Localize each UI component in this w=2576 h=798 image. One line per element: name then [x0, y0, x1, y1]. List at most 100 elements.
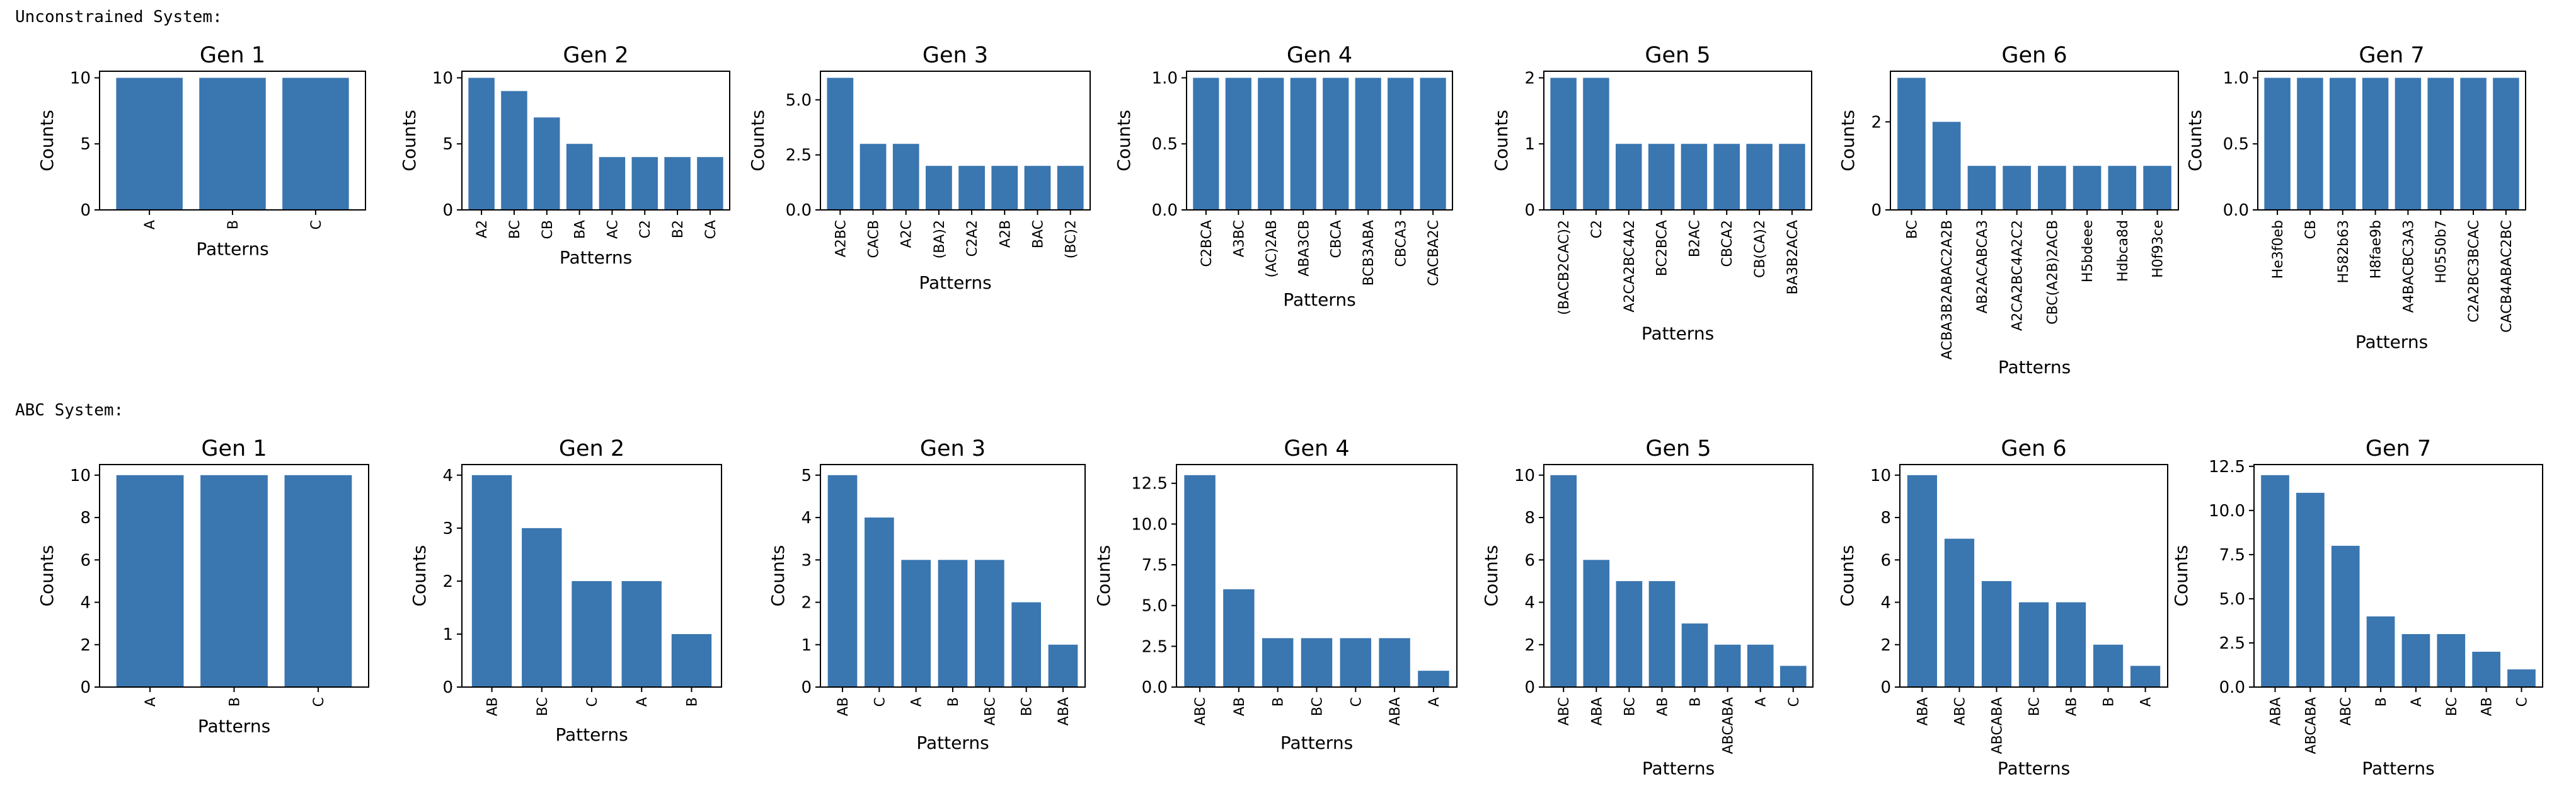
x-tick-label: ABC [1952, 697, 1968, 726]
y-tick-label: 7.5 [2219, 546, 2245, 565]
chart-title: Gen 1 [201, 436, 267, 461]
x-tick-label: BAC [1030, 220, 1046, 248]
chart-title: Gen 2 [559, 436, 624, 461]
x-tick-label: BA3B2ACA [1785, 220, 1801, 294]
bar [2073, 166, 2102, 210]
y-tick-label: 0 [1880, 678, 1891, 697]
bar [2330, 78, 2356, 210]
x-tick-label: (BC)2 [1064, 220, 1079, 258]
x-tick-label: B2 [670, 220, 686, 238]
y-axis-label: Counts [399, 110, 420, 171]
x-tick-label: ABA [1915, 697, 1931, 726]
x-tick-label: CB(CA)2 [1752, 220, 1768, 278]
bar [958, 166, 985, 210]
bar [892, 144, 919, 210]
x-tick-label: A4BACBC3A3 [2401, 220, 2417, 313]
bar [901, 560, 931, 687]
bar [2108, 166, 2137, 210]
x-axis-label: Patterns [916, 732, 989, 753]
x-axis-label: Patterns [919, 272, 991, 293]
x-tick-label: B [1271, 697, 1287, 707]
bar [1193, 78, 1219, 210]
x-axis-label: Patterns [1998, 758, 2070, 778]
x-tick-label: C2 [638, 220, 653, 238]
chart-title: Gen 4 [1287, 43, 1352, 68]
bar [1550, 475, 1577, 687]
chart-title: Gen 1 [200, 43, 265, 68]
x-tick-label: C [2514, 697, 2530, 707]
bar [2093, 644, 2124, 687]
x-tick-label: A [142, 220, 158, 229]
bar [2018, 602, 2049, 687]
y-tick-label: 2 [1524, 69, 1535, 88]
x-tick-label: BC [535, 697, 551, 716]
x-tick-label: CBCA2 [1720, 220, 1735, 267]
y-axis-label: Counts [768, 545, 788, 607]
bar [1907, 475, 1938, 687]
y-tick-label: 1 [1524, 135, 1535, 154]
x-tick-label: AB [1655, 697, 1670, 716]
x-tick-label: ABC [1193, 697, 1209, 726]
x-tick-label: CBC(A2B)2ACB [2045, 220, 2061, 325]
chart-title: Gen 7 [2359, 43, 2424, 68]
x-tick-label: BCB3ABA [1361, 220, 1377, 286]
bar [2460, 78, 2487, 210]
y-tick-label: 2 [801, 594, 812, 613]
bar [2331, 545, 2360, 687]
x-tick-label: C2A2 [965, 220, 980, 257]
y-axis-label: Counts [2185, 110, 2205, 171]
bar [664, 157, 691, 210]
bar [1223, 589, 1255, 687]
plot-frame [1890, 71, 2179, 211]
x-tick-label: AC [605, 220, 621, 239]
x-tick-label: ABA [1388, 697, 1403, 726]
x-axis-label: Patterns [1642, 323, 1714, 344]
x-tick-label: (BACB2CAC)2 [1556, 220, 1572, 315]
x-tick-label: AB [2064, 697, 2080, 716]
bar [631, 157, 658, 210]
y-tick-label: 10 [1514, 466, 1535, 485]
bar [2143, 166, 2171, 210]
x-tick-label: ACBA3B2ABAC2A2B [1940, 220, 1955, 360]
y-tick-label: 3 [801, 551, 812, 570]
y-tick-label: 2 [1524, 636, 1535, 655]
y-tick-label: 0 [80, 678, 91, 697]
bar [1897, 78, 1926, 210]
y-axis-label: Counts [2171, 545, 2192, 607]
y-tick-label: 3 [442, 519, 453, 538]
y-axis-label: Counts [1093, 545, 1114, 607]
bar [991, 166, 1018, 210]
bar [116, 78, 183, 210]
y-tick-label: 5.0 [2219, 590, 2245, 609]
bar [1420, 78, 1446, 210]
bar [2261, 475, 2289, 687]
x-tick-label: ABCABA [1721, 697, 1737, 754]
bar [1967, 166, 1996, 210]
y-tick-label: 4 [80, 594, 91, 613]
x-tick-label: C [585, 697, 601, 707]
y-tick-label: 1.0 [1152, 69, 1178, 88]
bar [1340, 638, 1372, 687]
plot-frame [1186, 71, 1453, 211]
x-tick-label: C2A2BC3BCAC [2466, 220, 2482, 323]
x-tick-label: A [635, 697, 650, 707]
bar [2472, 651, 2500, 687]
bar [1714, 644, 1741, 687]
bar [1583, 78, 1609, 210]
bar [1301, 638, 1333, 687]
y-tick-label: 0.0 [786, 201, 812, 220]
x-tick-label: C [872, 697, 888, 707]
plot-frame [1543, 464, 1814, 688]
y-tick-label: 0.0 [2219, 678, 2245, 697]
x-tick-label: CACB [866, 220, 882, 258]
bar [2401, 633, 2430, 687]
bar [1057, 166, 1084, 210]
y-tick-label: 0 [1524, 678, 1535, 697]
x-tick-label: ABC [982, 697, 998, 726]
x-tick-label: He3f0eb [2270, 220, 2286, 279]
y-tick-label: 0 [80, 201, 91, 220]
y-tick-label: 10 [1870, 466, 1891, 485]
y-tick-label: 4 [1880, 594, 1891, 613]
bar [975, 560, 1004, 687]
